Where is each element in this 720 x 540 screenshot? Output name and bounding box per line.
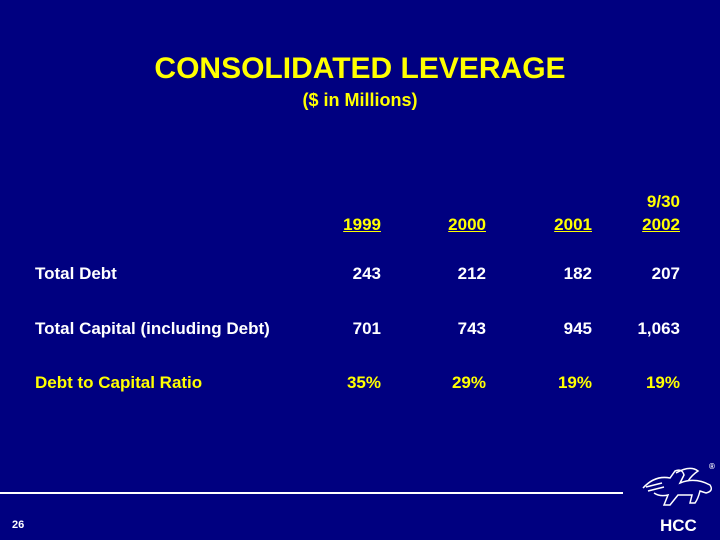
column-header-2000: 2000: [448, 215, 486, 234]
table-cell: 182: [563, 264, 592, 283]
table-cell: 29%: [451, 373, 486, 392]
logo-text: HCC: [660, 516, 697, 535]
table-cell: 743: [457, 319, 486, 338]
row-label-total-debt: Total Debt: [35, 264, 117, 283]
page-number: 26: [12, 519, 25, 531]
column-top-label: 9/30: [646, 192, 680, 211]
table-cell: 207: [651, 264, 680, 283]
row-label-debt-to-capital: Debt to Capital Ratio: [35, 373, 203, 392]
table-cell: 35%: [346, 373, 381, 392]
row-label-total-capital: Total Capital (including Debt): [35, 319, 270, 338]
slide-subtitle: ($ in Millions): [302, 90, 418, 110]
registered-mark: ®: [709, 462, 715, 471]
table-cell: 19%: [557, 373, 592, 392]
table-cell: 212: [457, 264, 486, 283]
table-cell: 243: [352, 264, 381, 283]
table-cell: 1,063: [637, 319, 680, 338]
column-header-1999: 1999: [343, 215, 381, 234]
table-cell: 945: [563, 319, 592, 338]
table-cell: 701: [352, 319, 381, 338]
footer-divider: [0, 492, 623, 494]
slide-title: CONSOLIDATED LEVERAGE: [154, 52, 566, 85]
column-header-2002: 2002: [642, 215, 680, 234]
column-header-2001: 2001: [554, 215, 592, 234]
griffin-logo-icon: [642, 467, 713, 506]
table-cell: 19%: [645, 373, 680, 392]
